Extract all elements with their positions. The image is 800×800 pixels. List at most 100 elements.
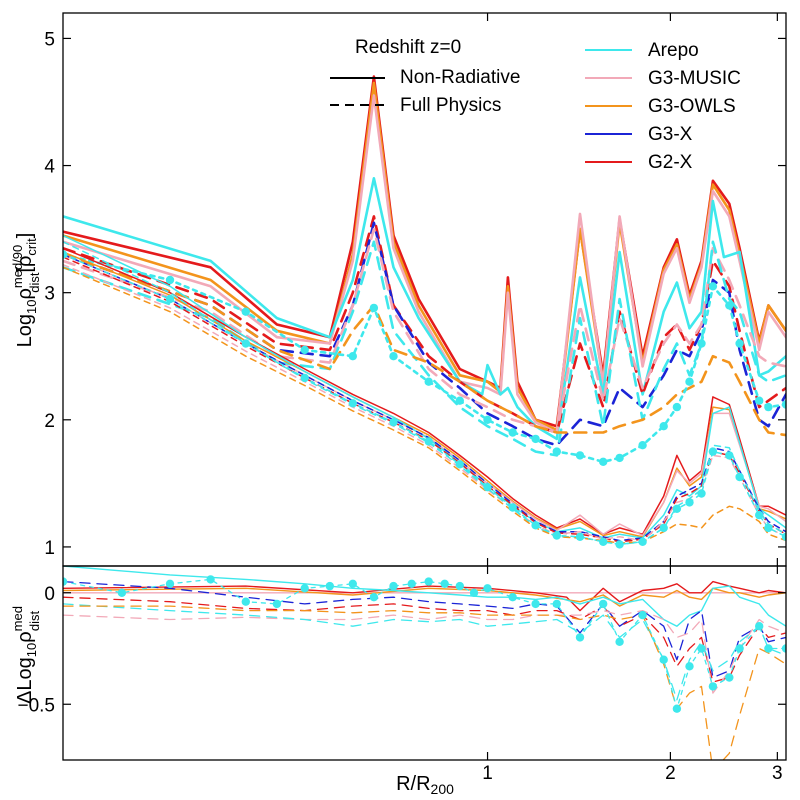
series-marker-9-23 (735, 339, 744, 348)
series-marker-9-16 (483, 584, 492, 593)
series-marker-9-8 (348, 579, 357, 588)
series-marker-9-32 (764, 644, 773, 653)
series-g2-x-non-radiative-1 (63, 580, 786, 612)
series-marker-19-16 (659, 523, 668, 533)
series-marker-9-26 (781, 400, 786, 409)
series-arepo-non-radiative-p90-3 (63, 177, 786, 441)
series-marker-9-8 (455, 396, 464, 405)
series-marker-9-26 (685, 662, 694, 671)
series-g3-music-full-physics-6 (63, 609, 786, 694)
lower-ytick-label-0: −0.5 (17, 695, 55, 716)
series-marker-9-22 (725, 301, 734, 310)
series-marker-9-1 (117, 588, 127, 597)
series-marker-19-24 (764, 523, 773, 533)
series-marker-9-7 (325, 581, 334, 591)
series-marker-19-20 (708, 447, 718, 456)
series-marker-19-3 (300, 373, 309, 383)
series-g3-owls-non-radiative-median-11 (63, 251, 786, 538)
series-marker-9-17 (659, 422, 668, 431)
series-g2-x-full-physics-p90-4 (63, 215, 786, 434)
series-marker-19-7 (455, 460, 464, 469)
series-marker-19-10 (531, 521, 540, 530)
series-marker-9-29 (725, 673, 734, 682)
series-marker-9-21 (708, 282, 718, 291)
series-marker-9-7 (424, 377, 433, 386)
series-arepo-full-physics-9 (63, 578, 786, 710)
series-g3-owls-full-physics-p90-8 (63, 253, 786, 437)
legend: Redshift z=0 Non-Radiative Full Physics … (330, 37, 741, 173)
series-marker-9-31 (755, 622, 764, 631)
series-marker-9-4 (348, 352, 357, 361)
series-marker-9-23 (638, 610, 647, 620)
legend-label-g3-x: G3-X (648, 124, 693, 145)
series-marker-9-25 (764, 402, 773, 412)
series-marker-19-21 (725, 451, 734, 460)
xtick-label-1: 2 (665, 763, 676, 784)
series-marker-9-19 (685, 377, 694, 386)
series-marker-19-14 (615, 540, 624, 549)
series-marker-9-9 (369, 593, 379, 602)
series-marker-9-15 (615, 453, 624, 463)
series-g3-owls-non-radiative-2 (63, 587, 786, 607)
series-marker-9-6 (300, 584, 309, 593)
series-marker-19-4 (348, 399, 357, 408)
series-marker-9-25 (672, 704, 682, 713)
upper-ytick-label-1: 2 (44, 411, 55, 432)
series-marker-19-17 (672, 504, 682, 513)
series-marker-19-23 (755, 510, 764, 520)
series-g3-music-full-physics-p90-6 (63, 227, 786, 434)
series-marker-9-11 (407, 579, 416, 588)
series-marker-9-2 (165, 579, 175, 588)
series-marker-9-6 (389, 352, 398, 361)
series-g2-x-full-physics-5 (63, 596, 786, 683)
series-marker-9-18 (672, 402, 682, 412)
series-marker-9-10 (389, 581, 398, 591)
xtick-label-0: 1 (482, 763, 493, 784)
legend-style-non-radiative: Non-Radiative (400, 67, 520, 88)
series-arepo-non-radiative-3 (63, 566, 786, 627)
series-marker-9-15 (469, 588, 479, 597)
series-g3-x-full-physics-4 (63, 580, 786, 679)
lower-panel-series (63, 566, 786, 760)
legend-style-full-physics: Full Physics (400, 95, 501, 116)
series-marker-19-25 (781, 532, 786, 541)
upper-y-ticks: 1 2 3 4 5 (44, 29, 786, 559)
series-marker-9-11 (531, 434, 540, 444)
series-marker-19-8 (483, 483, 492, 492)
series-marker-19-13 (599, 537, 608, 546)
x-ticks: 1 2 3 (482, 13, 783, 784)
series-marker-9-22 (615, 637, 624, 646)
series-marker-19-1 (165, 294, 175, 304)
series-marker-9-14 (455, 581, 464, 591)
series-marker-9-10 (508, 428, 517, 437)
series-marker-19-19 (697, 489, 706, 498)
series-arepo-full-physics-7 (63, 603, 786, 701)
series-marker-9-21 (599, 599, 608, 609)
xtick-label-2: 3 (772, 763, 783, 784)
series-marker-9-24 (755, 396, 764, 405)
legend-redshift-title: Redshift z=0 (355, 37, 461, 58)
series-marker-9-18 (531, 599, 540, 609)
series-marker-9-27 (697, 644, 706, 653)
series-arepo-full-physics-median-17 (63, 241, 786, 546)
series-marker-9-24 (659, 655, 668, 664)
series-g3-music-non-radiative-p90-2 (63, 94, 786, 434)
upper-panel-series (63, 75, 786, 549)
series-marker-9-9 (483, 415, 492, 424)
upper-ytick-label-4: 5 (44, 29, 55, 50)
legend-label-g2-x: G2-X (648, 152, 693, 173)
lower-y-axis-title: ΔLog10ρmed dist (10, 606, 42, 704)
series-marker-19-5 (389, 418, 398, 427)
x-axis-title: R/R200 (396, 773, 454, 797)
series-marker-9-3 (300, 345, 309, 355)
series-marker-19-9 (508, 503, 517, 512)
legend-label-arepo: Arepo (648, 40, 699, 61)
series-marker-19-18 (685, 498, 694, 507)
series-g2-x-non-radiative-median-10 (63, 247, 786, 535)
series-marker-9-30 (735, 644, 744, 653)
series-marker-9-12 (552, 447, 561, 456)
series-g3-owls-full-physics-8 (63, 605, 786, 760)
upper-ytick-label-2: 3 (44, 284, 55, 305)
legend-label-g3-owls: G3-OWLS (648, 96, 736, 117)
